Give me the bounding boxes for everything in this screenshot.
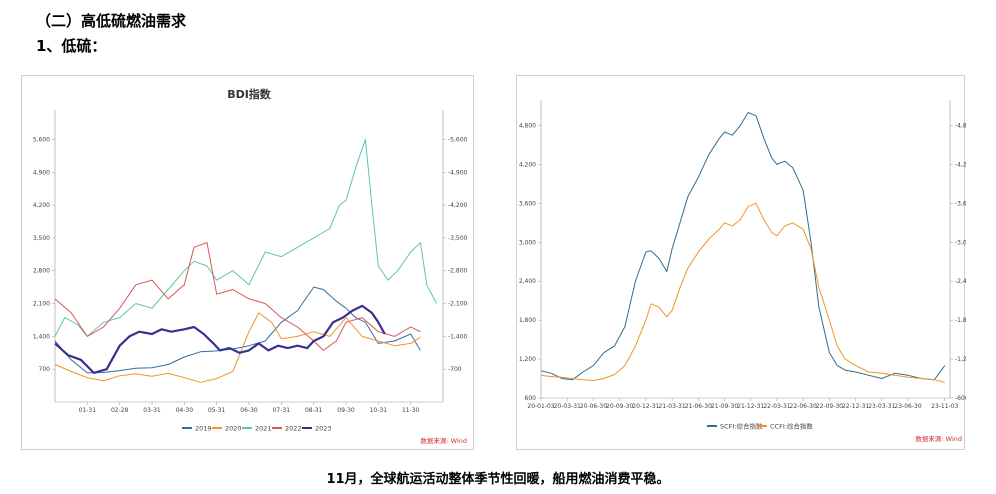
y-tick-label-left: 3,500 xyxy=(33,235,50,242)
series-line-4 xyxy=(54,304,386,374)
y-tick-label-right: -3,600 xyxy=(955,200,966,207)
y-tick-label-right: -4,200 xyxy=(955,161,966,168)
y-tick-label-left: 3,000 xyxy=(519,239,536,246)
y-tick-label-left: 4,900 xyxy=(33,169,50,176)
x-tick-label: 23-03-31 xyxy=(868,403,895,410)
legend-label-3: 2022 xyxy=(285,425,302,433)
x-tick-label: 08-31 xyxy=(305,407,323,414)
x-tick-label: 03-31 xyxy=(143,407,161,414)
x-tick-label: 11-30 xyxy=(402,407,420,414)
x-tick-label: 04-30 xyxy=(176,407,194,414)
chart-title: BDI指数 xyxy=(227,87,272,101)
y-tick-label-right: -1,400 xyxy=(448,333,468,340)
y-tick-label-right: -2,800 xyxy=(448,268,468,275)
legend-label-0: 2019 xyxy=(195,425,212,433)
freight-index-chart-panel: 600 -600 1,200 -1,200 1,800 -1,800 2,400 -2,400… xyxy=(516,75,966,450)
y-tick-label-left: 1,800 xyxy=(519,317,536,324)
y-tick-label-right: -4,900 xyxy=(448,169,468,176)
legend-label-1: 2020 xyxy=(225,425,242,433)
x-tick-label: 20-09-30 xyxy=(606,403,633,410)
x-tick-label: 20-03-31 xyxy=(554,403,581,410)
subsection-title: 1、低硫： xyxy=(36,37,107,55)
x-tick-label: 09-30 xyxy=(337,407,355,414)
x-tick-label: 20-06-30 xyxy=(580,403,607,410)
y-tick-label-left: 2,100 xyxy=(33,301,50,308)
y-tick-label-left: 2,800 xyxy=(33,268,50,275)
x-tick-label: 22-12-31 xyxy=(842,403,869,410)
section-title: （二）高低硫燃油需求 xyxy=(36,12,187,30)
y-tick-label-right: -600 xyxy=(955,395,966,402)
x-tick-label: 01-31 xyxy=(79,407,97,414)
y-tick-label-right: -1,800 xyxy=(955,317,966,324)
series-line-1 xyxy=(54,312,421,383)
x-tick-label: 10-31 xyxy=(370,407,388,414)
legend-label-2: 2021 xyxy=(255,425,272,433)
x-tick-label: 02-28 xyxy=(111,407,129,414)
y-tick-label-right: -2,400 xyxy=(955,278,966,285)
y-tick-label-right: -3,500 xyxy=(448,235,468,242)
x-tick-label: 21-09-30 xyxy=(711,403,738,410)
freight-index-chart: 600 -600 1,200 -1,200 1,800 -1,800 2,400 -2,400… xyxy=(519,100,966,443)
y-tick-label-right: -700 xyxy=(448,366,462,373)
x-tick-label: 05-31 xyxy=(208,407,226,414)
y-tick-label-left: 5,600 xyxy=(33,136,50,143)
y-tick-label-left: 700 xyxy=(39,366,51,373)
chart-source: 数据来源: Wind xyxy=(915,434,962,443)
y-tick-label-right: -3,000 xyxy=(955,239,966,246)
series-line-1 xyxy=(540,202,945,383)
x-tick-label: 22-03-31 xyxy=(763,403,790,410)
bdi-chart: BDI指数 700 -700 1,400 -1,400 2,100 -2,100 2,800 -… xyxy=(33,87,468,445)
x-tick-label: 23-11-03 xyxy=(931,403,958,410)
x-tick-label: 23-06-30 xyxy=(894,403,921,410)
x-tick-label: 20-12-31 xyxy=(632,403,659,410)
y-tick-label-right: -5,600 xyxy=(448,136,468,143)
x-tick-label: 21-12-31 xyxy=(737,403,764,410)
y-tick-label-right: -1,200 xyxy=(955,356,966,363)
x-tick-label: 21-06-30 xyxy=(685,403,712,410)
series-line-0 xyxy=(540,112,946,381)
figure-caption: 11月，全球航运活动整体季节性回暖，船用燃油消费平稳。 xyxy=(326,472,670,487)
y-tick-label-right: -4,800 xyxy=(955,122,966,129)
legend-label-4: 2023 xyxy=(315,425,332,433)
x-tick-label: 21-03-31 xyxy=(658,403,685,410)
bdi-chart-panel: BDI指数 700 -700 1,400 -1,400 2,100 -2,100 2,800 -… xyxy=(21,75,474,450)
y-tick-label-left: 4,200 xyxy=(33,202,50,209)
y-tick-label-left: 2,400 xyxy=(519,278,536,285)
x-tick-label: 22-06-30 xyxy=(790,403,817,410)
chart-source: 数据来源: Wind xyxy=(420,436,467,445)
x-tick-label: 06-30 xyxy=(240,407,258,414)
series-line-3 xyxy=(54,242,421,351)
y-tick-label-left: 1,200 xyxy=(519,356,536,363)
x-tick-label: 20-01-03 xyxy=(527,403,554,410)
y-tick-label-left: 4,200 xyxy=(519,161,536,168)
series-line-2 xyxy=(54,138,437,337)
y-tick-label-right: -2,100 xyxy=(448,301,468,308)
legend-label-1: CCFI:综合指数 xyxy=(770,422,813,431)
y-tick-label-right: -4,200 xyxy=(448,202,468,209)
y-tick-label-left: 600 xyxy=(525,395,537,402)
y-tick-label-left: 1,400 xyxy=(33,333,50,340)
x-tick-label: 22-09-30 xyxy=(816,403,843,410)
y-tick-label-left: 4,800 xyxy=(519,122,536,129)
x-tick-label: 07-31 xyxy=(273,407,291,414)
legend-label-0: SCFI:综合指数 xyxy=(720,422,763,431)
y-tick-label-left: 3,600 xyxy=(519,200,536,207)
